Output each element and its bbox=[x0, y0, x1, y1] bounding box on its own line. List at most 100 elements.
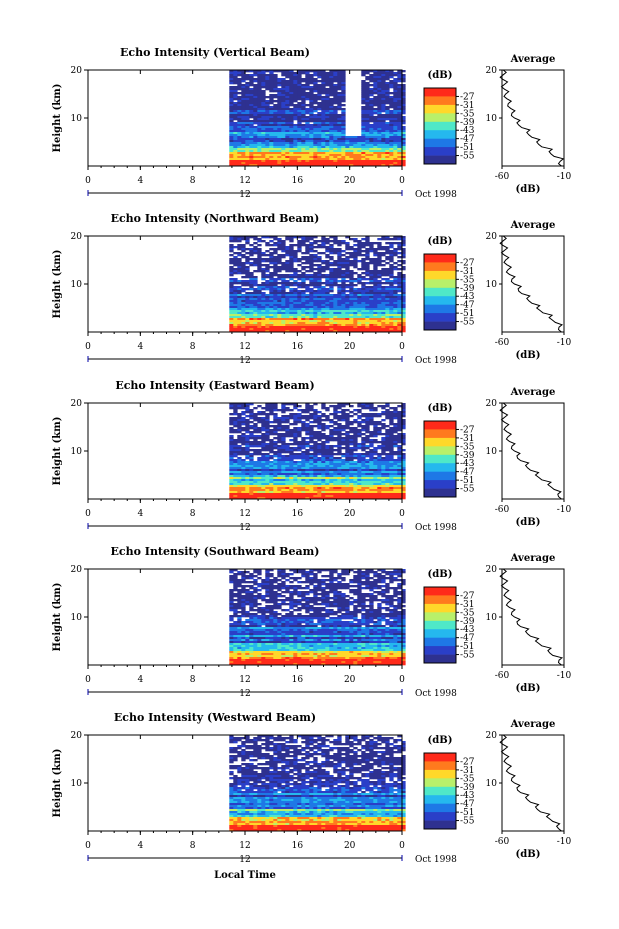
heatmap-cell bbox=[233, 316, 238, 319]
heatmap-cell bbox=[333, 238, 338, 241]
heatmap-cell bbox=[389, 300, 394, 303]
heatmap-cell bbox=[305, 300, 310, 303]
heatmap-cell bbox=[313, 328, 318, 331]
heatmap-cell bbox=[361, 98, 366, 101]
heatmap-cell bbox=[249, 160, 254, 163]
heatmap-cell bbox=[237, 244, 242, 247]
heatmap-cell bbox=[301, 318, 306, 321]
heatmap-cell bbox=[273, 282, 278, 285]
heatmap-cell bbox=[285, 132, 290, 135]
heatmap-cell bbox=[309, 415, 314, 418]
heatmap-cell bbox=[297, 82, 302, 85]
heatmap-cell bbox=[269, 240, 274, 243]
heatmap-cell bbox=[281, 457, 286, 460]
heatmap-cell bbox=[329, 126, 334, 129]
heatmap-cell bbox=[401, 102, 406, 105]
heatmap-cell bbox=[285, 84, 290, 87]
heatmap-cell bbox=[285, 465, 290, 468]
heatmap-cell bbox=[333, 415, 338, 418]
heatmap-cell bbox=[293, 407, 298, 410]
colorbar-swatch bbox=[424, 130, 456, 139]
heatmap-cell bbox=[361, 284, 366, 287]
heatmap-cell bbox=[249, 264, 254, 267]
heatmap-cell bbox=[245, 96, 250, 99]
heatmap-cell bbox=[265, 274, 270, 277]
heatmap-cell bbox=[321, 156, 326, 159]
heatmap-cell bbox=[305, 423, 310, 426]
heatmap-cell bbox=[257, 431, 262, 434]
heatmap-cell bbox=[353, 328, 358, 331]
heatmap-cell bbox=[401, 112, 406, 115]
heatmap-cell bbox=[305, 312, 310, 315]
heatmap-cell bbox=[297, 465, 302, 468]
heatmap-cell bbox=[321, 449, 326, 452]
heatmap-cell bbox=[273, 128, 278, 131]
heatmap-cell bbox=[229, 423, 234, 426]
heatmap-cell bbox=[337, 92, 342, 95]
heatmap-cell bbox=[289, 238, 294, 241]
heatmap-cell bbox=[321, 310, 326, 313]
heatmap-cell bbox=[369, 461, 374, 464]
heatmap-cell bbox=[401, 427, 406, 430]
heatmap-cell bbox=[389, 98, 394, 101]
heatmap-cell bbox=[341, 294, 346, 297]
heatmap-cell bbox=[269, 118, 274, 121]
heatmap-cell bbox=[393, 461, 398, 464]
heatmap-cell bbox=[297, 417, 302, 420]
heatmap-cell bbox=[317, 80, 322, 83]
heatmap-cell bbox=[337, 98, 342, 101]
heatmap-cell bbox=[233, 258, 238, 261]
heatmap-cell bbox=[305, 148, 310, 151]
heatmap-cell bbox=[309, 142, 314, 145]
heatmap-cell bbox=[353, 288, 358, 291]
heatmap-cell bbox=[273, 250, 278, 253]
heatmap-cell bbox=[229, 417, 234, 420]
heatmap-cell bbox=[297, 236, 302, 239]
heatmap-cell bbox=[261, 86, 266, 89]
heatmap-cell bbox=[333, 449, 338, 452]
heatmap-cell bbox=[285, 276, 290, 279]
heatmap-cell bbox=[397, 142, 402, 145]
heatmap-cell bbox=[233, 162, 238, 165]
heatmap-cell bbox=[357, 457, 362, 460]
heatmap-cell bbox=[357, 292, 362, 295]
heatmap-cell bbox=[361, 136, 366, 139]
heatmap-cell bbox=[253, 156, 258, 159]
heatmap-cell bbox=[289, 122, 294, 125]
heatmap-cell bbox=[365, 118, 370, 121]
heatmap-cell bbox=[289, 160, 294, 163]
heatmap-cell bbox=[257, 238, 262, 241]
heatmap-cell bbox=[241, 461, 246, 464]
heatmap-cell bbox=[245, 146, 250, 149]
heatmap-cell bbox=[401, 150, 406, 153]
heatmap-cell bbox=[281, 256, 286, 259]
heatmap-cell bbox=[361, 142, 366, 145]
heatmap-cell bbox=[353, 136, 358, 139]
heatmap-cell bbox=[285, 312, 290, 315]
heatmap-cell bbox=[329, 320, 334, 323]
heatmap-cell bbox=[289, 300, 294, 303]
heatmap-cell bbox=[337, 457, 342, 460]
heatmap-cell bbox=[249, 314, 254, 317]
heatmap-cell bbox=[381, 447, 386, 450]
heatmap-cell bbox=[345, 260, 350, 263]
heatmap-cell bbox=[273, 425, 278, 428]
heatmap-cell bbox=[313, 296, 318, 299]
heatmap-cell bbox=[285, 82, 290, 85]
heatmap-cell bbox=[337, 250, 342, 253]
heatmap-cell bbox=[229, 405, 234, 408]
heatmap-cell bbox=[237, 302, 242, 305]
heatmap-cell bbox=[393, 254, 398, 257]
heatmap-cell bbox=[373, 292, 378, 295]
heatmap-cell bbox=[273, 260, 278, 263]
heatmap-cell bbox=[385, 326, 390, 329]
heatmap-cell bbox=[353, 302, 358, 305]
heatmap-cell bbox=[273, 459, 278, 462]
heatmap-cell bbox=[393, 278, 398, 281]
heatmap-cell bbox=[377, 306, 382, 309]
heatmap-cell bbox=[245, 437, 250, 440]
heatmap-cell bbox=[321, 288, 326, 291]
heatmap-cell bbox=[305, 270, 310, 273]
heatmap-cell bbox=[373, 136, 378, 139]
heatmap-cell bbox=[365, 134, 370, 137]
